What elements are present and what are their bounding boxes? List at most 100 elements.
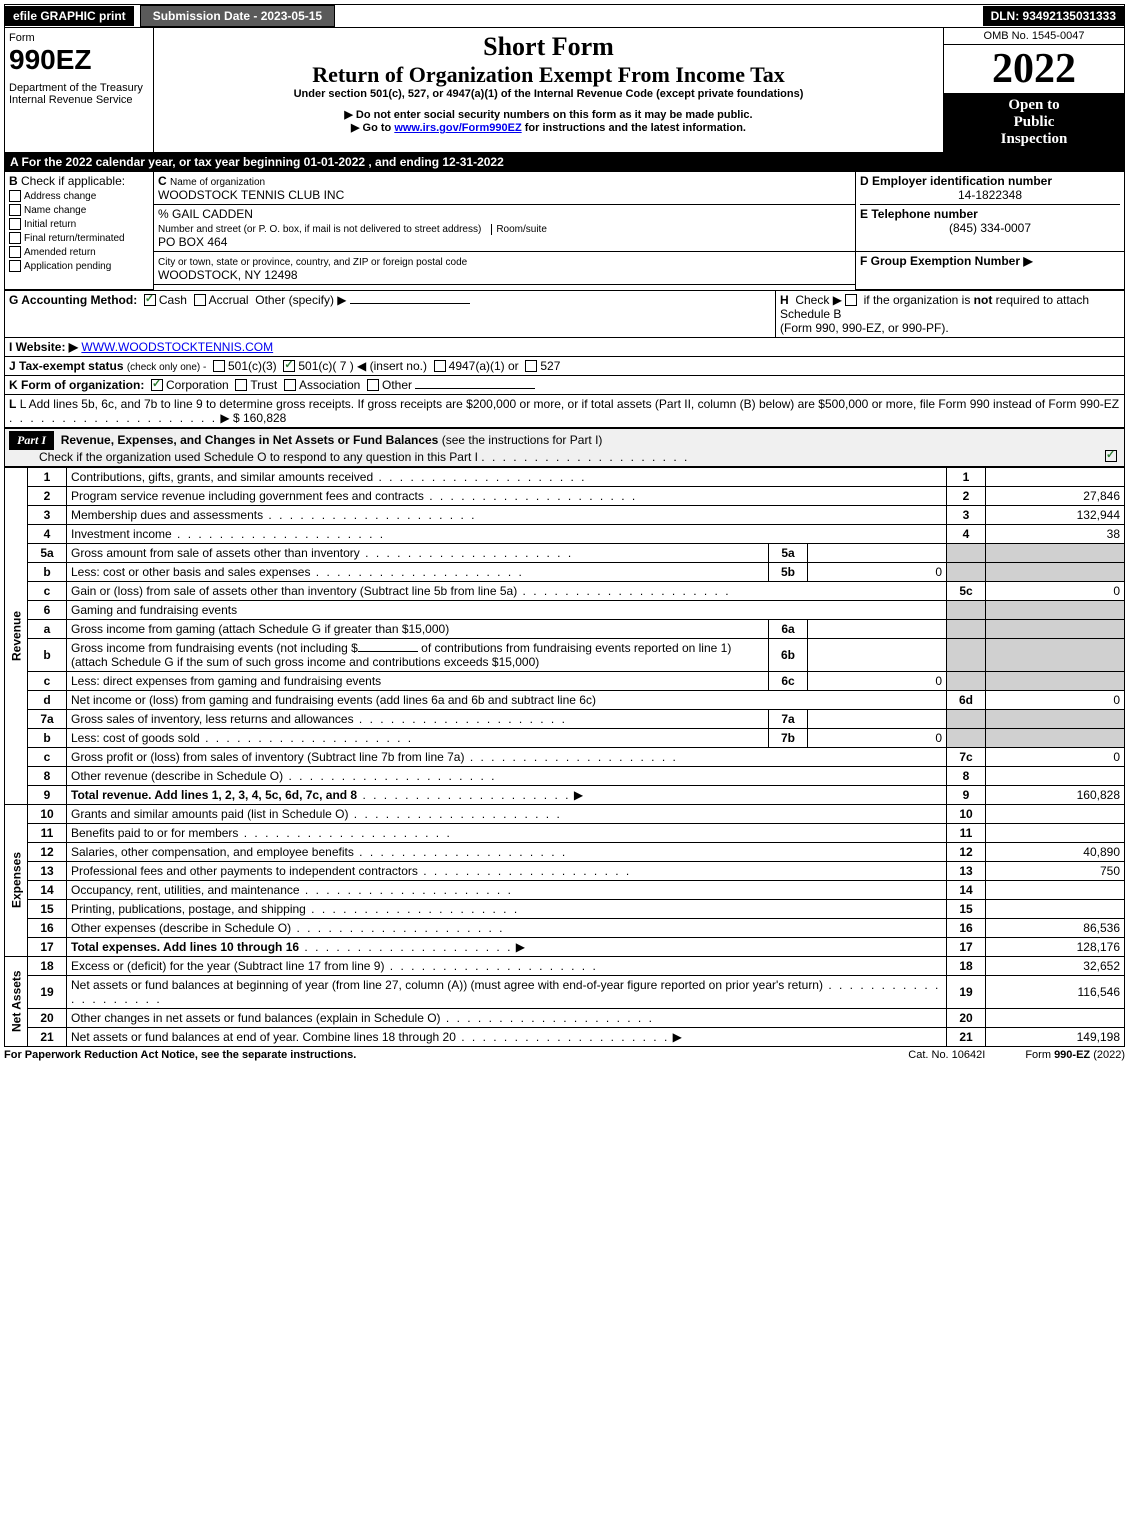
line-7c-value: 0 [986, 747, 1125, 766]
part1-header: Part I Revenue, Expenses, and Changes in… [4, 428, 1125, 467]
footer-right: Form 990-EZ (2022) [1025, 1049, 1125, 1061]
section-j-row: J Tax-exempt status (check only one) - 5… [4, 357, 1125, 376]
section-a-bar: A For the 2022 calendar year, or tax yea… [4, 153, 1125, 171]
irs-link[interactable]: www.irs.gov/Form990EZ [394, 122, 521, 134]
line-5b-value: 0 [808, 562, 947, 581]
line-1-value [986, 467, 1125, 486]
final-return-checkbox[interactable] [9, 232, 21, 244]
section-i-row: I Website: ▶ WWW.WOODSTOCKTENNIS.COM [4, 338, 1125, 357]
line-10-value [986, 804, 1125, 823]
expenses-vertical-label: Expenses [5, 804, 28, 956]
other-specify-input[interactable] [350, 303, 470, 304]
header-center: Short Form Return of Organization Exempt… [154, 28, 943, 152]
ein-value: 14-1822348 [860, 188, 1120, 202]
form-word: Form [9, 32, 149, 44]
line-5c-value: 0 [986, 581, 1125, 600]
gross-receipts-value: 160,828 [243, 411, 286, 425]
section-h-label: H [780, 293, 789, 307]
page-footer: For Paperwork Reduction Act Notice, see … [4, 1047, 1125, 1061]
accrual-checkbox[interactable] [194, 294, 206, 306]
trust-checkbox[interactable] [235, 379, 247, 391]
line-13-value: 750 [986, 861, 1125, 880]
initial-return-checkbox[interactable] [9, 218, 21, 230]
4947a1-checkbox[interactable] [434, 360, 446, 372]
room-suite-label: Room/suite [491, 224, 547, 235]
section-b-label: B [9, 174, 18, 188]
line-20-value [986, 1008, 1125, 1027]
line-7a-value [808, 709, 947, 728]
netassets-vertical-label: Net Assets [5, 956, 28, 1046]
header-left: Form 990EZ Department of the Treasury In… [5, 28, 154, 152]
section-j-label: J Tax-exempt status [9, 359, 124, 373]
line-12-value: 40,890 [986, 842, 1125, 861]
line-5a-value [808, 543, 947, 562]
short-form-title: Short Form [158, 32, 939, 62]
form-number: 990EZ [9, 44, 149, 76]
care-of: % GAIL CADDEN [158, 207, 253, 221]
revenue-vertical-label: Revenue [5, 467, 28, 804]
section-k-row: K Form of organization: Corporation Trus… [4, 376, 1125, 395]
line-8-value [986, 766, 1125, 785]
submission-date-label: Submission Date - 2023-05-15 [140, 5, 335, 27]
section-c-label: C [158, 174, 167, 188]
inspection-badge: Open to Public Inspection [944, 93, 1124, 152]
part1-title-sub: (see the instructions for Part I) [442, 433, 603, 447]
ssn-note: ▶ Do not enter social security numbers o… [158, 108, 939, 121]
schedule-b-checkbox[interactable] [845, 294, 857, 306]
line-14-value [986, 880, 1125, 899]
other-org-input[interactable] [415, 388, 535, 389]
city-value: WOODSTOCK, NY 12498 [158, 268, 298, 282]
footer-catno: Cat. No. 10642I [908, 1049, 985, 1061]
line-6b-value [808, 638, 947, 671]
line-15-value [986, 899, 1125, 918]
line-6c-value: 0 [808, 671, 947, 690]
other-org-checkbox[interactable] [367, 379, 379, 391]
irs-label: Internal Revenue Service [9, 94, 149, 106]
g-h-block: G Accounting Method: Cash Accrual Other … [4, 290, 1125, 338]
501c-checkbox[interactable] [283, 360, 295, 372]
line-19-value: 116,546 [986, 975, 1125, 1008]
identity-block: B Check if applicable: Address change Na… [4, 171, 1125, 290]
form-header: Form 990EZ Department of the Treasury In… [4, 28, 1125, 153]
line-9-value: 160,828 [986, 785, 1125, 804]
main-title: Return of Organization Exempt From Incom… [158, 62, 939, 88]
schedule-o-checkbox[interactable] [1105, 450, 1117, 462]
omb-number: OMB No. 1545-0047 [944, 28, 1124, 45]
part1-checkline: Check if the organization used Schedule … [39, 450, 478, 464]
part1-title: Revenue, Expenses, and Changes in Net As… [61, 433, 439, 447]
part1-lines-table: Revenue 1 Contributions, gifts, grants, … [4, 467, 1125, 1047]
line-7b-value: 0 [808, 728, 947, 747]
section-e-label: E Telephone number [860, 207, 978, 221]
name-change-checkbox[interactable] [9, 204, 21, 216]
line-4-value: 38 [986, 524, 1125, 543]
527-checkbox[interactable] [525, 360, 537, 372]
header-right: OMB No. 1545-0047 2022 Open to Public In… [943, 28, 1124, 152]
section-f-label: F Group Exemption Number ▶ [860, 254, 1033, 268]
dln-label: DLN: 93492135031333 [983, 6, 1124, 26]
corporation-checkbox[interactable] [151, 379, 163, 391]
footer-left: For Paperwork Reduction Act Notice, see … [4, 1049, 356, 1061]
amended-return-checkbox[interactable] [9, 246, 21, 258]
line-17-value: 128,176 [986, 937, 1125, 956]
section-l-text: L Add lines 5b, 6c, and 7b to line 9 to … [20, 397, 1119, 411]
tax-year: 2022 [944, 45, 1124, 93]
street-value: PO BOX 464 [158, 235, 227, 249]
address-change-checkbox[interactable] [9, 190, 21, 202]
org-name-label: Name of organization [170, 177, 265, 188]
line-6b-contrib-input[interactable] [358, 651, 418, 652]
501c3-checkbox[interactable] [213, 360, 225, 372]
application-pending-checkbox[interactable] [9, 260, 21, 272]
line-21-value: 149,198 [986, 1027, 1125, 1046]
city-label: City or town, state or province, country… [158, 257, 467, 268]
efile-print-label[interactable]: efile GRAPHIC print [5, 6, 134, 26]
cash-checkbox[interactable] [144, 294, 156, 306]
line-11-value [986, 823, 1125, 842]
association-checkbox[interactable] [284, 379, 296, 391]
street-label: Number and street (or P. O. box, if mail… [158, 224, 481, 235]
goto-note: ▶ Go to www.irs.gov/Form990EZ for instru… [158, 121, 939, 134]
subtitle: Under section 501(c), 527, or 4947(a)(1)… [158, 88, 939, 100]
website-link[interactable]: WWW.WOODSTOCKTENNIS.COM [81, 340, 273, 354]
line-6a-value [808, 619, 947, 638]
section-l-row: L L Add lines 5b, 6c, and 7b to line 9 t… [4, 395, 1125, 428]
line-16-value: 86,536 [986, 918, 1125, 937]
